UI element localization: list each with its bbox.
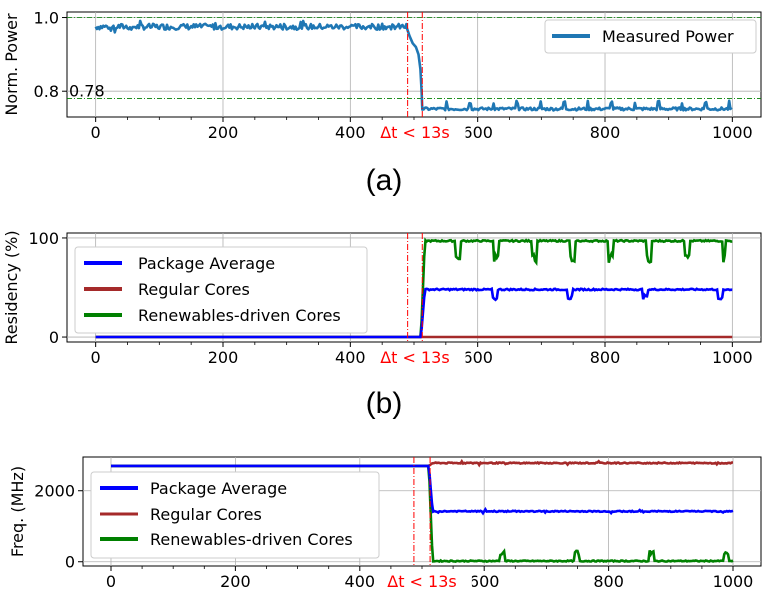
legend-box [74, 246, 368, 334]
legend-box [544, 19, 757, 54]
annotation: Δt < 13s [380, 12, 466, 143]
x-tick-label: 1000 [713, 572, 754, 591]
y-axis-label: Residency (%) [2, 230, 21, 344]
panel-b: 0 200 400 600 800 1000 0 100 Δt < 13s Residency… [2, 229, 762, 420]
y-tick-label: 100 [28, 229, 59, 248]
ticks: 0 200 400 600 800 1000 0.8 1.0 [34, 9, 753, 142]
y-tick-label: 0 [49, 328, 59, 347]
x-tick-label: 0 [91, 123, 101, 142]
x-tick-label: 600 [469, 572, 500, 591]
legend-label-renewables-driven-cores: Renewables-driven Cores [138, 306, 341, 325]
y-tick-label: 0 [65, 553, 75, 572]
y-axis-label: Freq. (MHz) [8, 466, 27, 557]
delta-t-label-bg [391, 572, 472, 592]
x-tick-label: 0 [106, 572, 116, 591]
panel-label: (a) [366, 164, 403, 197]
delta-t-label-bg [385, 348, 466, 368]
x-tick-label: 0 [91, 348, 101, 367]
series-package-average [111, 464, 734, 516]
y-axis-label: Norm. Power [2, 13, 21, 116]
delta-t-label: Δt < 13s [380, 348, 450, 367]
data-series [95, 237, 733, 339]
legend: Package Average Regular Cores Renewables… [90, 471, 380, 559]
series-package-average [95, 286, 733, 339]
legend-label-regular-cores: Regular Cores [150, 505, 262, 524]
legend-box [90, 471, 380, 559]
x-tick-label: 600 [462, 348, 493, 367]
ticks: 0 200 400 600 800 1000 0 100 [28, 229, 752, 367]
y-tick-label: 0.8 [34, 82, 59, 101]
x-tick-label: 800 [593, 572, 624, 591]
x-tick-label: 800 [590, 123, 621, 142]
x-tick-label: 1000 [712, 348, 753, 367]
y-tick-label: 2000 [34, 482, 75, 501]
panel-a: 0 200 400 600 800 1000 0.8 1.0 Δt < 13s Norm. P… [2, 9, 762, 197]
x-tick-label: 1000 [712, 123, 753, 142]
threshold-label: 0.78 [69, 82, 105, 101]
legend-label-package-average: Package Average [150, 479, 287, 498]
annotation: Δt < 13s [387, 457, 472, 592]
x-tick-label: 200 [208, 123, 239, 142]
x-tick-label: 800 [590, 348, 621, 367]
legend-label-measured-power: Measured Power [602, 27, 734, 46]
ticks: 0 200 400 600 800 1000 0 2000 [34, 482, 753, 591]
legend-label-regular-cores: Regular Cores [138, 280, 250, 299]
delta-t-label-bg [385, 123, 466, 143]
data-series [67, 17, 761, 112]
panel-c: 0 200 400 600 800 1000 0 2000 Δt < 13s Freq. (M… [8, 456, 762, 592]
series-measured-power [94, 19, 733, 112]
x-tick-label: 200 [208, 348, 239, 367]
x-tick-label: 400 [335, 348, 366, 367]
delta-t-label: Δt < 13s [387, 572, 457, 591]
legend: Measured Power [544, 19, 757, 54]
panel-label: (b) [366, 387, 403, 420]
annotation: Δt < 13s [380, 233, 466, 368]
legend-label-package-average: Package Average [138, 254, 275, 273]
data-series [111, 458, 734, 564]
x-tick-label: 200 [220, 572, 251, 591]
delta-t-label: Δt < 13s [380, 123, 450, 142]
x-tick-label: 400 [335, 123, 366, 142]
legend: Package Average Regular Cores Renewables… [74, 246, 368, 334]
y-tick-label: 1.0 [34, 9, 59, 28]
x-tick-label: 400 [345, 572, 376, 591]
legend-label-renewables-driven-cores: Renewables-driven Cores [150, 530, 353, 549]
x-tick-label: 600 [462, 123, 493, 142]
